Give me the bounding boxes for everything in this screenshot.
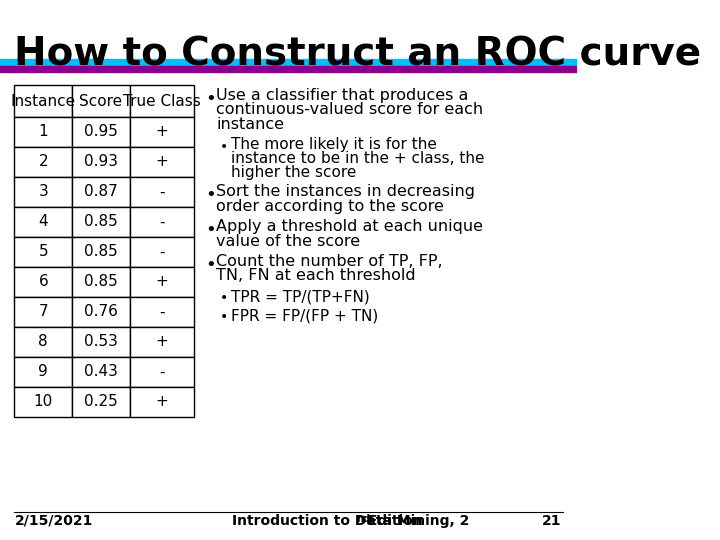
Bar bbox=[72, 207, 130, 237]
Text: Edition: Edition bbox=[363, 514, 423, 528]
Text: FPR = FP/(FP + TN): FPR = FP/(FP + TN) bbox=[231, 308, 378, 323]
Text: value of the score: value of the score bbox=[216, 233, 361, 248]
Text: The more likely it is for the: The more likely it is for the bbox=[231, 138, 436, 152]
Text: 0.87: 0.87 bbox=[84, 185, 118, 199]
Text: 0.95: 0.95 bbox=[84, 125, 118, 139]
Text: +: + bbox=[156, 125, 168, 139]
Text: 2: 2 bbox=[38, 154, 48, 170]
Bar bbox=[130, 117, 194, 147]
Bar bbox=[72, 237, 130, 267]
Bar bbox=[14, 327, 72, 357]
Bar bbox=[72, 387, 130, 417]
Bar bbox=[14, 387, 72, 417]
Text: 7: 7 bbox=[38, 305, 48, 320]
Text: Sort the instances in decreasing: Sort the instances in decreasing bbox=[216, 184, 475, 199]
Text: 5: 5 bbox=[38, 245, 48, 260]
Text: -: - bbox=[159, 185, 165, 199]
Bar bbox=[72, 147, 130, 177]
Bar bbox=[14, 117, 72, 147]
Text: +: + bbox=[156, 154, 168, 170]
Text: 6: 6 bbox=[38, 274, 48, 289]
Text: 0.43: 0.43 bbox=[84, 364, 118, 380]
Bar bbox=[14, 357, 72, 387]
Bar bbox=[130, 237, 194, 267]
Text: -: - bbox=[159, 245, 165, 260]
Bar bbox=[130, 297, 194, 327]
Bar bbox=[14, 85, 72, 117]
Bar bbox=[130, 177, 194, 207]
Text: Use a classifier that produces a: Use a classifier that produces a bbox=[216, 88, 469, 103]
Text: +: + bbox=[156, 334, 168, 349]
Text: 8: 8 bbox=[38, 334, 48, 349]
Text: 21: 21 bbox=[541, 514, 561, 528]
Text: 9: 9 bbox=[38, 364, 48, 380]
Text: -: - bbox=[159, 305, 165, 320]
Text: 0.93: 0.93 bbox=[84, 154, 118, 170]
Text: 0.25: 0.25 bbox=[84, 395, 118, 409]
Text: How to Construct an ROC curve: How to Construct an ROC curve bbox=[14, 35, 701, 73]
Bar bbox=[72, 177, 130, 207]
Text: -: - bbox=[159, 214, 165, 230]
Text: 0.85: 0.85 bbox=[84, 214, 118, 230]
Text: •: • bbox=[205, 221, 216, 239]
Bar bbox=[0, 66, 577, 72]
Bar bbox=[130, 267, 194, 297]
Text: nd: nd bbox=[356, 514, 371, 524]
Text: 1: 1 bbox=[38, 125, 48, 139]
Text: +: + bbox=[156, 274, 168, 289]
Text: Apply a threshold at each unique: Apply a threshold at each unique bbox=[216, 219, 483, 234]
Bar bbox=[130, 85, 194, 117]
Text: 0.76: 0.76 bbox=[84, 305, 118, 320]
Text: TN, FN at each threshold: TN, FN at each threshold bbox=[216, 268, 416, 284]
Bar bbox=[130, 387, 194, 417]
Text: 0.85: 0.85 bbox=[84, 245, 118, 260]
Text: 0.53: 0.53 bbox=[84, 334, 118, 349]
Text: Count the number of TP, FP,: Count the number of TP, FP, bbox=[216, 254, 443, 269]
Text: •: • bbox=[205, 256, 216, 274]
Bar bbox=[14, 207, 72, 237]
Text: +: + bbox=[156, 395, 168, 409]
Bar bbox=[14, 237, 72, 267]
Bar bbox=[14, 297, 72, 327]
Text: higher the score: higher the score bbox=[231, 165, 356, 179]
Bar bbox=[130, 357, 194, 387]
Bar bbox=[72, 357, 130, 387]
Bar bbox=[14, 177, 72, 207]
Bar bbox=[72, 117, 130, 147]
Text: TPR = TP/(TP+FN): TPR = TP/(TP+FN) bbox=[231, 289, 369, 304]
Text: •: • bbox=[220, 291, 228, 305]
Bar bbox=[72, 267, 130, 297]
Text: instance: instance bbox=[216, 117, 284, 132]
Text: True Class: True Class bbox=[123, 93, 201, 109]
Bar bbox=[72, 297, 130, 327]
Bar bbox=[130, 147, 194, 177]
Text: order according to the score: order according to the score bbox=[216, 199, 444, 213]
Bar bbox=[0, 59, 577, 66]
Text: Score: Score bbox=[79, 93, 122, 109]
Text: -: - bbox=[159, 364, 165, 380]
Text: •: • bbox=[220, 310, 228, 325]
Text: Introduction to Data Mining, 2: Introduction to Data Mining, 2 bbox=[233, 514, 469, 528]
Text: continuous-valued score for each: continuous-valued score for each bbox=[216, 103, 483, 118]
Text: 3: 3 bbox=[38, 185, 48, 199]
Bar bbox=[14, 267, 72, 297]
Text: 10: 10 bbox=[34, 395, 53, 409]
Text: •: • bbox=[205, 90, 216, 108]
Text: 4: 4 bbox=[38, 214, 48, 230]
Bar bbox=[130, 207, 194, 237]
Text: 0.85: 0.85 bbox=[84, 274, 118, 289]
Bar bbox=[14, 147, 72, 177]
Bar bbox=[72, 85, 130, 117]
Text: •: • bbox=[220, 139, 228, 153]
Bar bbox=[72, 327, 130, 357]
Bar bbox=[130, 327, 194, 357]
Text: •: • bbox=[205, 186, 216, 204]
Text: 2/15/2021: 2/15/2021 bbox=[14, 514, 93, 528]
Text: instance to be in the + class, the: instance to be in the + class, the bbox=[231, 151, 485, 166]
Text: Instance: Instance bbox=[11, 93, 76, 109]
